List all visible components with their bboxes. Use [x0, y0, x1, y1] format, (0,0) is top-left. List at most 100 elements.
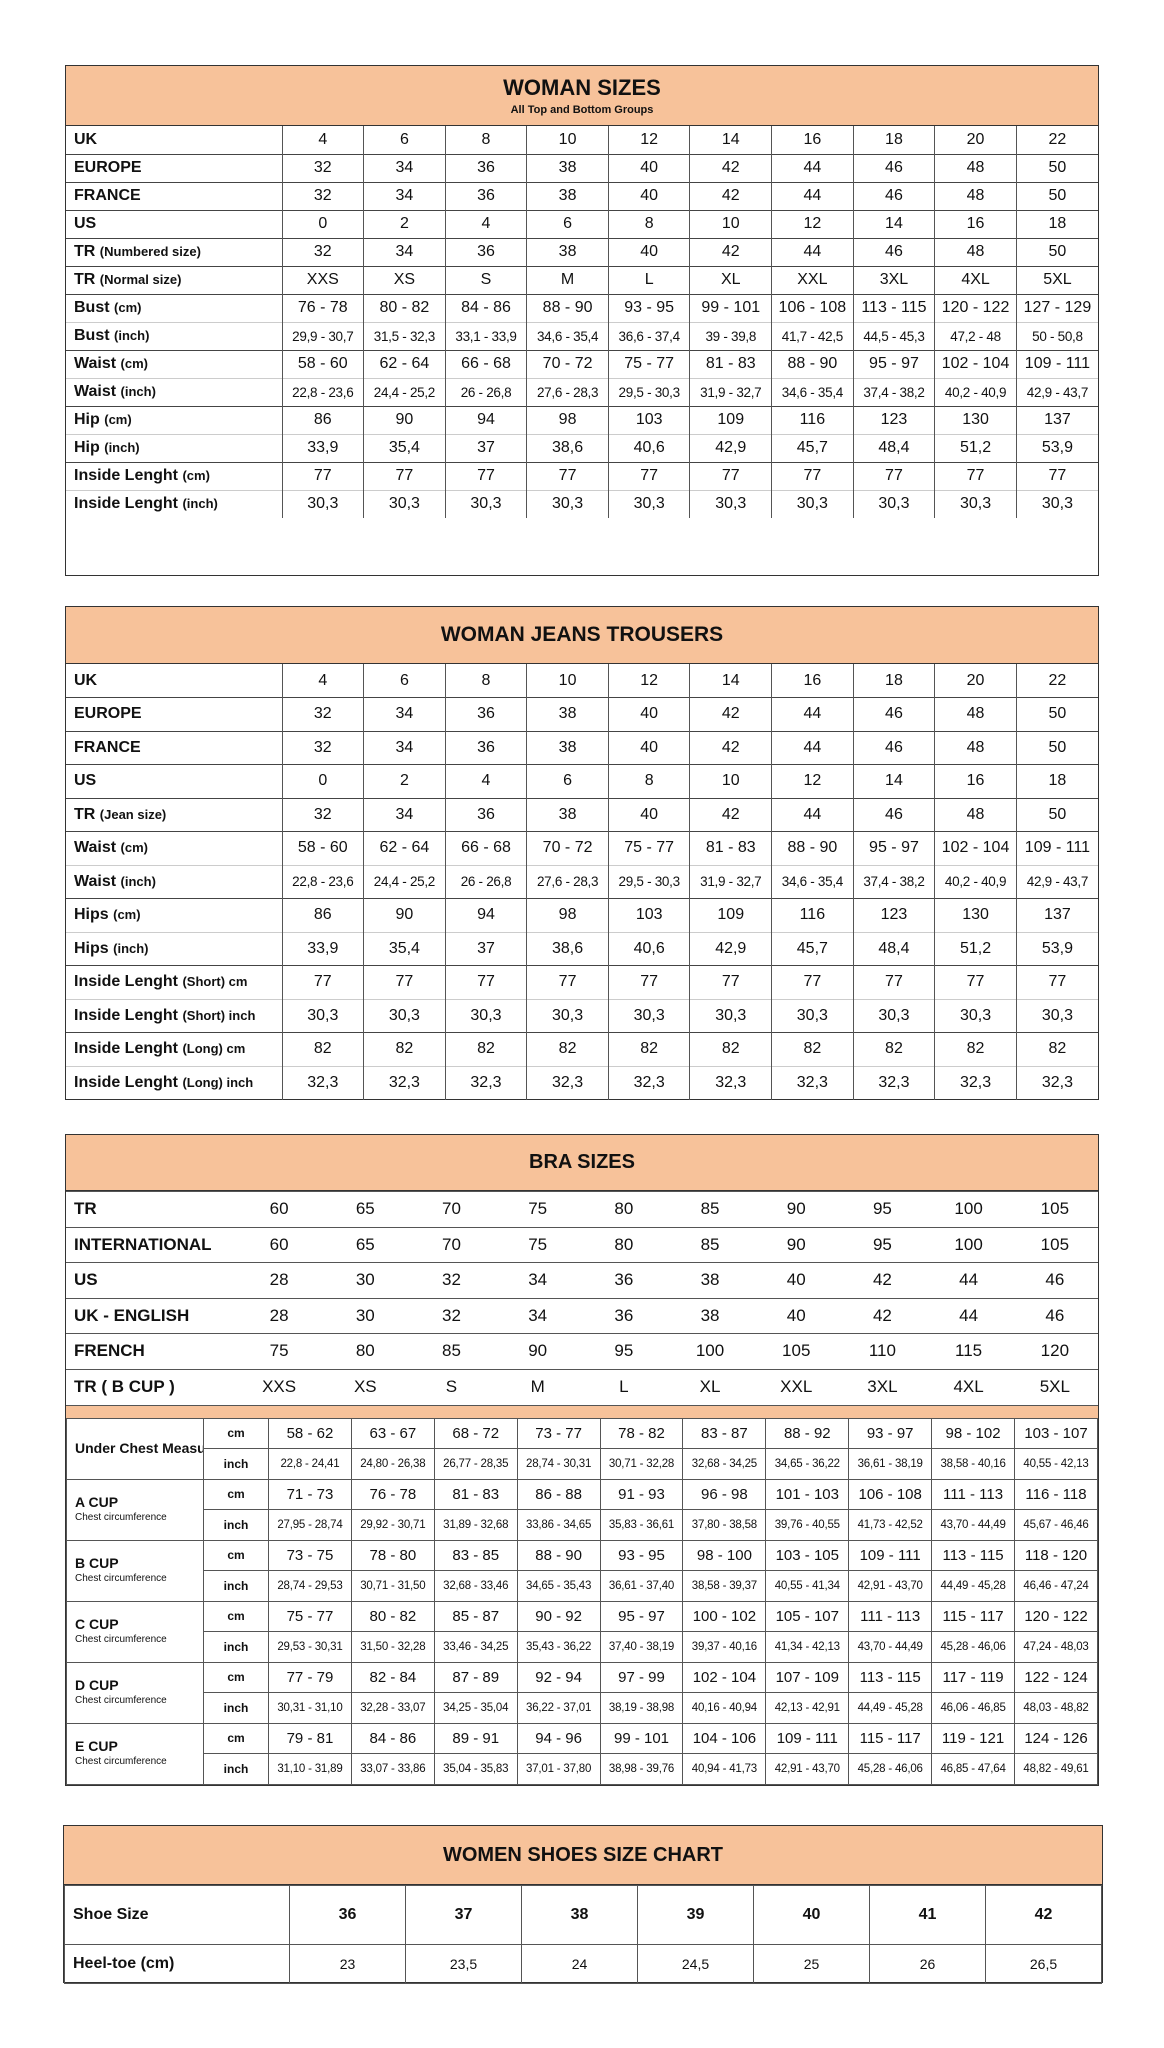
- table-row: FRENCH 75 80 85 90 95 100 105 110 115 120: [66, 1333, 1098, 1369]
- cell: 4: [281, 664, 364, 698]
- cell: 26 - 26,8: [444, 377, 527, 406]
- cell: 47,24 - 48,03: [1014, 1631, 1098, 1663]
- cell: 76 - 78: [281, 293, 364, 322]
- cell: 12: [771, 209, 854, 238]
- table-row: US 0 2 4 6 8 10 12 14 16 18: [66, 209, 1098, 238]
- row-label: Hips (inch): [66, 931, 282, 966]
- cell: 116: [771, 405, 854, 434]
- cell: 32,3: [934, 1065, 1017, 1100]
- cell: 99 - 101: [599, 1722, 684, 1754]
- cup-label: E CUP Chest circumference: [66, 1722, 204, 1785]
- cell: 46: [852, 237, 935, 266]
- cell: 30,3: [607, 998, 690, 1033]
- table-row: Inside Lenght (inch) 30,3 30,3 30,3 30,3 30,3…: [66, 489, 1098, 518]
- cell: 86 - 88: [516, 1478, 601, 1510]
- cell: 77: [771, 461, 854, 490]
- row-label: Bust (cm): [66, 293, 282, 322]
- cell: 38: [666, 1297, 754, 1334]
- cell: 33,9: [281, 931, 364, 966]
- row-label: Heel-toe (cm): [64, 1944, 290, 1984]
- cell: 37,4 - 38,2: [852, 377, 935, 406]
- cell: 34,65 - 36,22: [765, 1448, 850, 1480]
- cell: S: [444, 265, 527, 294]
- cell: 40: [607, 730, 690, 765]
- cell: 45,67 - 46,46: [1014, 1509, 1098, 1541]
- cell: 5XL: [1011, 1368, 1098, 1405]
- cell: 70 - 72: [526, 831, 609, 865]
- cell: 2: [363, 209, 446, 238]
- cell: M: [494, 1368, 581, 1405]
- cell: 86: [281, 405, 364, 434]
- cup-label: B CUP Chest circumference: [66, 1539, 204, 1602]
- cell: 77: [689, 461, 772, 490]
- table-row: inch 29,53 - 30,31 31,50 - 32,28 33,46 - 34…: [67, 1631, 1098, 1663]
- cell: 46: [852, 697, 935, 731]
- cell: 33,46 - 34,25: [433, 1631, 518, 1663]
- cell: 32: [281, 697, 364, 731]
- cell: 31,5 - 32,3: [363, 321, 446, 350]
- cell: 40: [607, 697, 690, 731]
- cell: 38: [526, 181, 609, 210]
- cell: 44: [925, 1262, 1012, 1298]
- cell: 40,2 - 40,9: [934, 377, 1017, 406]
- cell: 88 - 90: [516, 1539, 601, 1571]
- cell: 75 - 77: [607, 831, 690, 865]
- cell: 35,04 - 35,83: [433, 1753, 518, 1785]
- cell: 77: [526, 461, 609, 490]
- cell: 23: [289, 1944, 406, 1984]
- cell: 37: [444, 931, 527, 966]
- cell: 14: [689, 664, 772, 698]
- cell: 29,9 - 30,7: [281, 321, 364, 350]
- cell: XS: [322, 1368, 409, 1405]
- row-label: TR (Jean size): [66, 797, 282, 832]
- cell: 27,95 - 28,74: [268, 1509, 352, 1541]
- cell: 46: [1011, 1262, 1098, 1298]
- cell: 42: [689, 797, 772, 832]
- row-label: Waist (inch): [66, 377, 282, 406]
- cell: 44: [771, 697, 854, 731]
- cell: 10: [526, 664, 609, 698]
- cell: 30,71 - 32,28: [599, 1448, 684, 1480]
- cell: 98 - 100: [682, 1539, 767, 1571]
- cell: 50: [1015, 237, 1098, 266]
- cell: 40,6: [607, 931, 690, 966]
- cell: 111 - 113: [848, 1600, 933, 1632]
- cell: 38,6: [526, 931, 609, 966]
- cell: 35,4: [363, 433, 446, 462]
- cell: 40: [753, 1885, 870, 1945]
- cell: 88 - 90: [526, 293, 609, 322]
- cell: 80: [580, 1226, 667, 1263]
- cell: 113 - 115: [848, 1661, 933, 1693]
- cell: 42,91 - 43,70: [848, 1570, 933, 1602]
- table-row: Hip (inch) 33,9 35,4 37 38,6 40,6 42,9 45,7 48,4…: [66, 433, 1098, 462]
- cell: 42,9 - 43,7: [1015, 864, 1098, 899]
- cell: 38: [526, 697, 609, 731]
- cell: 35,43 - 36,22: [516, 1631, 601, 1663]
- cell: 58 - 60: [281, 349, 364, 378]
- table-row: Hips (inch) 33,9 35,4 37 38,6 40,6 42,9 45,7 48,…: [66, 931, 1098, 966]
- cell: 32,3: [607, 1065, 690, 1100]
- cell: 33,1 - 33,9: [444, 321, 527, 350]
- cell: 41,7 - 42,5: [771, 321, 854, 350]
- cell: 39 - 39,8: [689, 321, 772, 350]
- cell: 39,37 - 40,16: [682, 1631, 767, 1663]
- cell: 18: [852, 664, 935, 698]
- table-title: BRA SIZES: [529, 1151, 635, 1173]
- cell: 51,2: [934, 433, 1017, 462]
- cell: 30,31 - 31,10: [268, 1692, 352, 1724]
- cell: 36: [580, 1262, 667, 1298]
- cell: 115: [925, 1333, 1012, 1369]
- cell: 88 - 90: [771, 831, 854, 865]
- cell: 82: [934, 1032, 1017, 1066]
- cell: 42,13 - 42,91: [765, 1692, 850, 1724]
- row-label: UK: [74, 671, 98, 689]
- cell: 84 - 86: [350, 1722, 435, 1754]
- cell: 46,46 - 47,24: [1014, 1570, 1098, 1602]
- cell: 83 - 85: [433, 1539, 518, 1571]
- cell: 50 - 50,8: [1015, 321, 1098, 350]
- cell: 26,5: [985, 1944, 1102, 1984]
- cell: 30,3: [444, 489, 527, 518]
- table-row: A CUP Chest circumference cm 71 - 73 76 - 78…: [66, 1478, 1098, 1541]
- cell: 36,22 - 37,01: [516, 1692, 601, 1724]
- table-row: Waist (cm) 58 - 60 62 - 64 66 - 68 70 - 72 75…: [66, 831, 1098, 865]
